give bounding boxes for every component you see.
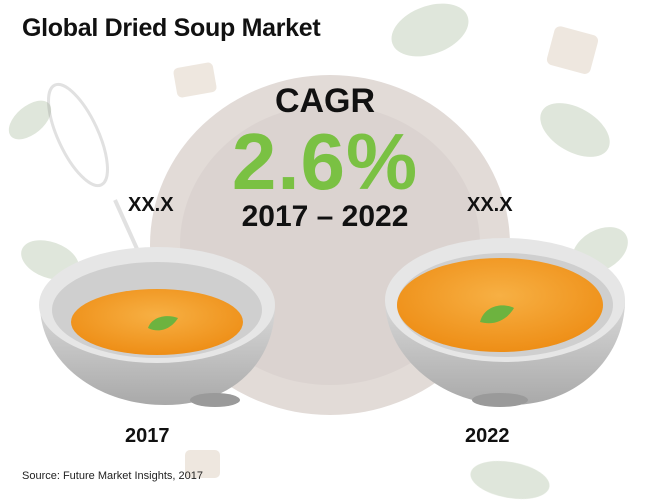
cagr-label: CAGR	[274, 82, 376, 120]
leaf-icon	[480, 305, 514, 324]
value-label-2022: XX.X	[467, 194, 513, 216]
leaf-icon	[148, 316, 178, 331]
chart-title: Global Dried Soup Market	[22, 14, 321, 42]
cagr-value: 2.6%	[231, 117, 419, 206]
source-note: Source: Future Market Insights, 2017	[22, 470, 203, 482]
forecast-period: 2017 – 2022	[241, 200, 409, 233]
value-label-2017: XX.X	[128, 194, 174, 216]
soup-bowl-icon	[39, 247, 275, 407]
category-label-2022: 2022	[465, 425, 510, 447]
background-croutons	[173, 26, 599, 478]
category-label-2017: 2017	[125, 425, 170, 447]
soup-bowl-icon	[385, 238, 625, 407]
